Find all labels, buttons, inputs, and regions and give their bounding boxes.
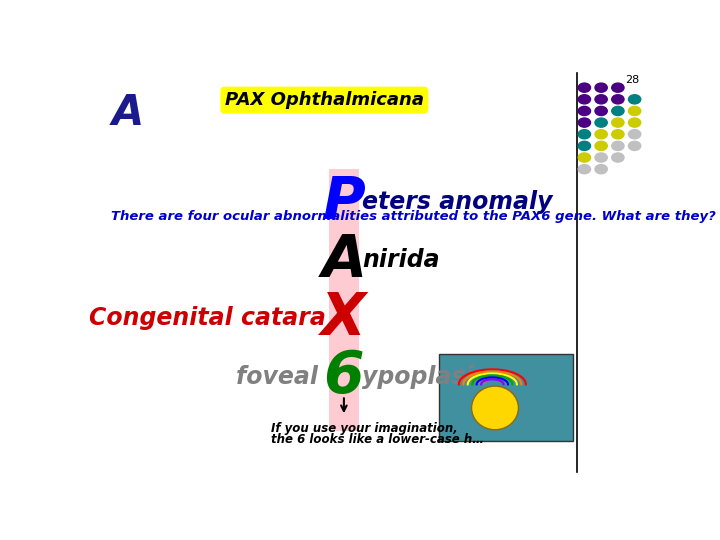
Circle shape xyxy=(629,94,641,104)
Text: 28: 28 xyxy=(626,75,639,85)
Circle shape xyxy=(595,165,607,174)
Circle shape xyxy=(595,106,607,116)
Text: There are four ocular abnormalities attributed to the PAX6 gene. What are they?: There are four ocular abnormalities attr… xyxy=(111,210,716,223)
Circle shape xyxy=(612,153,624,162)
Bar xyxy=(438,354,572,441)
Circle shape xyxy=(629,118,641,127)
Text: foveal: foveal xyxy=(235,364,325,389)
Text: nirida: nirida xyxy=(362,248,440,272)
Circle shape xyxy=(612,130,624,139)
Circle shape xyxy=(612,118,624,127)
Circle shape xyxy=(629,141,641,151)
Text: the 6 looks like a lower-case h…: the 6 looks like a lower-case h… xyxy=(271,434,485,447)
Circle shape xyxy=(629,130,641,139)
Circle shape xyxy=(578,130,590,139)
Circle shape xyxy=(578,106,590,116)
Circle shape xyxy=(612,83,624,92)
Text: If you use your imagination,: If you use your imagination, xyxy=(271,422,458,435)
Circle shape xyxy=(578,83,590,92)
Circle shape xyxy=(629,106,641,116)
Text: Congenital catara: Congenital catara xyxy=(89,306,325,330)
Text: eters anomaly: eters anomaly xyxy=(362,190,552,214)
Ellipse shape xyxy=(472,386,518,430)
Circle shape xyxy=(578,165,590,174)
Circle shape xyxy=(595,153,607,162)
Circle shape xyxy=(595,141,607,151)
Circle shape xyxy=(578,153,590,162)
Circle shape xyxy=(578,141,590,151)
Circle shape xyxy=(612,106,624,116)
Text: PAX Ophthalmicana: PAX Ophthalmicana xyxy=(225,91,424,109)
Text: A: A xyxy=(111,92,143,134)
Text: ypoplasia: ypoplasia xyxy=(362,364,490,389)
Circle shape xyxy=(595,130,607,139)
Text: P: P xyxy=(323,173,365,231)
Text: X: X xyxy=(321,290,366,347)
Circle shape xyxy=(595,94,607,104)
Bar xyxy=(328,168,359,431)
Circle shape xyxy=(612,141,624,151)
Text: A: A xyxy=(321,232,366,289)
Text: 6: 6 xyxy=(323,348,364,405)
Circle shape xyxy=(578,94,590,104)
Circle shape xyxy=(612,94,624,104)
Circle shape xyxy=(578,118,590,127)
Circle shape xyxy=(595,83,607,92)
Circle shape xyxy=(595,118,607,127)
